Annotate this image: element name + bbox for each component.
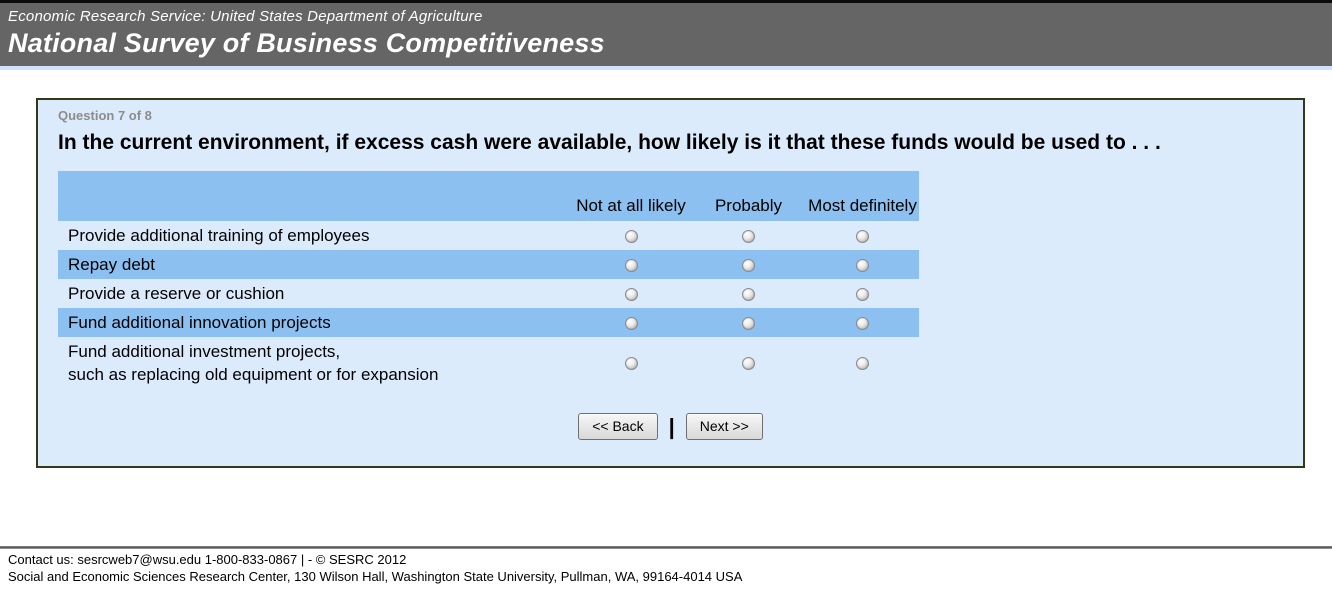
page-header: Economic Research Service: United States… <box>0 3 1332 66</box>
radio-investment-probably[interactable] <box>742 357 755 371</box>
matrix-header-row: Not at all likely Probably Most definite… <box>58 171 919 221</box>
radio-repay-debt-most-definitely[interactable] <box>856 258 869 272</box>
column-header-probably: Probably <box>691 171 806 221</box>
row-label-innovation: Fund additional innovation projects <box>58 308 571 337</box>
question-text: In the current environment, if excess ca… <box>58 131 1161 154</box>
question-panel: Question 7 of 8 In the current environme… <box>36 98 1305 468</box>
footer-address-line: Social and Economic Sciences Research Ce… <box>8 569 743 584</box>
navigation-buttons: << Back | Next >> <box>58 413 1283 440</box>
radio-innovation-not-at-all[interactable] <box>624 316 638 330</box>
agency-line: Economic Research Service: United States… <box>8 8 483 25</box>
top-border-strip <box>0 0 1332 3</box>
likelihood-matrix: Not at all likely Probably Most definite… <box>58 171 919 389</box>
radio-investment-most-definitely[interactable] <box>856 357 869 371</box>
radio-reserve-not-at-all[interactable] <box>624 287 638 301</box>
radio-repay-debt-not-at-all[interactable] <box>624 258 638 272</box>
radio-innovation-most-definitely[interactable] <box>856 316 869 330</box>
matrix-header-empty <box>58 171 571 221</box>
button-separator: | <box>668 413 675 439</box>
radio-reserve-probably[interactable] <box>742 287 755 301</box>
footer-contact-line: Contact us: sesrcweb7@wsu.edu 1-800-833-… <box>8 552 407 567</box>
header-underline <box>0 66 1332 70</box>
footer-divider <box>0 546 1332 549</box>
radio-training-probably[interactable] <box>742 229 755 243</box>
question-progress: Question 7 of 8 <box>58 108 152 123</box>
table-row-investment: Fund additional investment projects, suc… <box>58 337 919 389</box>
row-label-training: Provide additional training of employees <box>68 226 370 245</box>
table-row-repay-debt: Repay debt <box>58 250 919 279</box>
next-button[interactable]: Next >> <box>685 413 763 440</box>
row-label-repay-debt: Repay debt <box>58 250 571 279</box>
radio-reserve-most-definitely[interactable] <box>856 287 869 301</box>
radio-training-most-definitely[interactable] <box>856 229 869 243</box>
column-header-not-at-all-likely: Not at all likely <box>571 171 691 221</box>
back-button[interactable]: << Back <box>578 413 658 440</box>
radio-training-not-at-all[interactable] <box>624 229 638 243</box>
row-label-reserve: Provide a reserve or cushion <box>68 284 285 303</box>
radio-innovation-probably[interactable] <box>742 316 755 330</box>
table-row-innovation: Fund additional innovation projects <box>58 308 919 337</box>
page-footer: Contact us: sesrcweb7@wsu.edu 1-800-833-… <box>8 551 1324 585</box>
row-label-investment: Fund additional investment projects, suc… <box>68 342 439 384</box>
table-row-reserve: Provide a reserve or cushion <box>58 279 919 308</box>
survey-title: National Survey of Business Competitiven… <box>8 28 605 58</box>
radio-repay-debt-probably[interactable] <box>742 258 755 272</box>
table-row-training: Provide additional training of employees <box>58 221 919 250</box>
column-header-most-definitely: Most definitely <box>806 171 919 221</box>
radio-investment-not-at-all[interactable] <box>624 357 638 371</box>
